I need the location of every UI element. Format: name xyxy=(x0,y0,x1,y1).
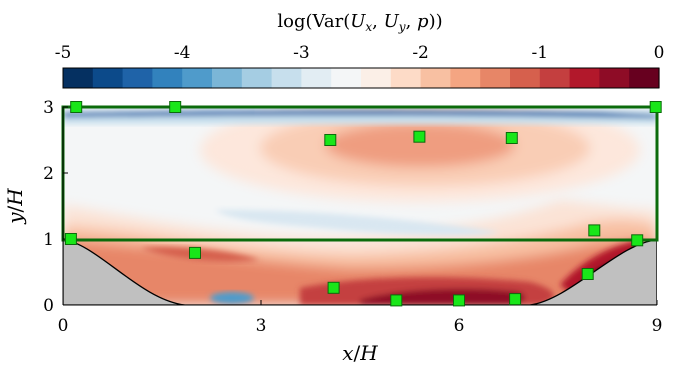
probe-marker xyxy=(413,130,426,143)
colorbar-swatch xyxy=(390,68,422,88)
colorbar-swatch xyxy=(569,68,600,88)
probe-marker xyxy=(327,281,340,294)
colorbar-swatch xyxy=(361,68,392,88)
colorbar-tick-labels: -5 -4 -3 -2 -1 0 xyxy=(55,43,665,63)
colorbar-tick-label: -5 xyxy=(55,43,72,63)
colorbar-swatch xyxy=(63,68,94,88)
probe-marker xyxy=(390,294,403,307)
y-axis: 0 1 2 3 y/H xyxy=(3,98,68,316)
colorbar-swatch xyxy=(301,68,332,88)
colorbar-swatch xyxy=(510,68,541,88)
low-variance-streak xyxy=(215,209,500,236)
colorbar-tick-label: -1 xyxy=(532,43,549,63)
colorbar-tick-label: 0 xyxy=(654,43,665,63)
colorbar-tick-label: -3 xyxy=(293,43,310,63)
colorbar-swatch xyxy=(241,68,273,88)
probe-marker xyxy=(509,293,522,306)
colorbar-swatch xyxy=(182,68,213,88)
colorbar-swatch xyxy=(420,68,451,88)
colorbar-swatch xyxy=(212,68,243,88)
probe-marker xyxy=(581,268,594,280)
upper-region-inner xyxy=(325,123,515,167)
probe-marker xyxy=(324,134,337,146)
probe-marker xyxy=(588,224,601,237)
colorbar-swatch xyxy=(331,68,362,88)
colorbar-swatch xyxy=(450,68,481,88)
probe-marker xyxy=(189,246,201,259)
x-axis: 0 3 6 9 x/H xyxy=(58,300,663,365)
probe-markers xyxy=(64,101,662,307)
colorbar-swatch xyxy=(629,68,660,88)
colorbar-swatch xyxy=(480,68,511,88)
y-axis-label: y/H xyxy=(3,188,27,225)
y-tick-labels: 0 1 2 3 xyxy=(43,98,68,316)
y-tick-label: 3 xyxy=(43,98,54,118)
colorbar-swatch xyxy=(271,68,302,88)
probe-marker xyxy=(453,294,465,307)
probe-marker xyxy=(649,101,662,113)
probe-marker xyxy=(70,101,83,113)
x-tick-label: 0 xyxy=(58,316,69,336)
x-tick-label: 9 xyxy=(652,316,663,336)
colorbar-swatch xyxy=(539,68,571,88)
probe-marker xyxy=(631,234,644,247)
probe-marker xyxy=(169,101,182,113)
y-tick-label: 0 xyxy=(43,296,54,316)
colorbar-swatch xyxy=(599,68,630,88)
colorbar-tick-label: -2 xyxy=(412,43,429,63)
colorbar-swatch xyxy=(122,68,153,88)
colorbar-swatches xyxy=(63,68,660,88)
contour-field xyxy=(63,107,657,305)
colorbar-frame xyxy=(62,67,660,89)
x-tick-label: 3 xyxy=(256,316,267,336)
x-tick-label: 6 xyxy=(454,316,465,336)
colorbar-tick-label: -4 xyxy=(174,43,191,63)
y-tick-label: 1 xyxy=(43,230,54,250)
colorbar-swatch xyxy=(152,68,183,88)
top-wall-layer-dark xyxy=(63,110,657,118)
probe-marker xyxy=(64,233,77,245)
floor-low-pocket xyxy=(210,292,254,304)
x-axis-label: x/H xyxy=(342,341,378,365)
colorbar-swatch xyxy=(92,68,124,88)
y-tick-label: 2 xyxy=(43,164,54,184)
colorbar: log(Var(Ux, Uy, p)) -5 -4 -3 -2 -1 0 xyxy=(55,11,665,89)
colorbar-label: log(Var(Ux, Uy, p)) xyxy=(277,11,442,34)
probe-marker xyxy=(505,132,518,144)
